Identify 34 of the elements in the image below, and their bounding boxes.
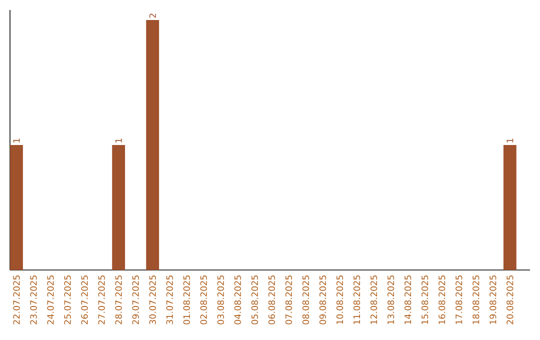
data-label: 1 — [506, 138, 514, 142]
x-tick-label: 10.08.2025 — [336, 275, 344, 324]
x-tick-label: 28.07.2025 — [115, 275, 122, 324]
x-tick-label: 06.08.2025 — [268, 275, 276, 324]
data-label: 1 — [115, 138, 122, 142]
x-tick-label: 12.08.2025 — [370, 275, 378, 324]
x-tick-label: 30.07.2025 — [149, 275, 156, 324]
x-tick-label: 01.08.2025 — [183, 275, 190, 324]
x-tick-label: 04.08.2025 — [234, 275, 241, 324]
x-tick-label: 15.08.2025 — [422, 275, 428, 324]
x-tick-label: 13.08.2025 — [388, 275, 394, 324]
x-tick-label: 16.08.2025 — [438, 275, 446, 324]
x-tick-label: 19.08.2025 — [490, 275, 496, 324]
x-tick-label: 05.08.2025 — [251, 275, 258, 324]
x-tick-label: 03.08.2025 — [217, 275, 224, 324]
x-tick-label: 31.07.2025 — [166, 275, 173, 324]
x-tick-label: 29.07.2025 — [132, 275, 139, 324]
x-tick-label: 25.07.2025 — [64, 275, 71, 324]
x-tick-label: 11.08.2025 — [353, 275, 360, 324]
data-label: 2 — [149, 14, 156, 18]
x-tick-label: 02.08.2025 — [200, 275, 207, 324]
x-tick-label: 18.08.2025 — [472, 275, 480, 324]
x-tick-label: 26.07.2025 — [81, 275, 88, 324]
x-tick-label: 23.07.2025 — [30, 275, 37, 324]
data-label: 1 — [13, 138, 20, 142]
x-tick-label: 14.08.2025 — [404, 275, 412, 324]
x-tick-label: 17.08.2025 — [456, 275, 462, 324]
x-tick-label: 08.08.2025 — [302, 275, 310, 324]
x-tick-label: 09.08.2025 — [319, 275, 326, 324]
x-tick-label: 20.08.2025 — [506, 275, 514, 324]
x-tick-label: 07.08.2025 — [285, 275, 292, 324]
x-tick-label: 27.07.2025 — [98, 275, 105, 324]
x-tick-label: 22.07.2025 — [13, 275, 20, 324]
x-tick-label: 24.07.2025 — [47, 275, 54, 324]
